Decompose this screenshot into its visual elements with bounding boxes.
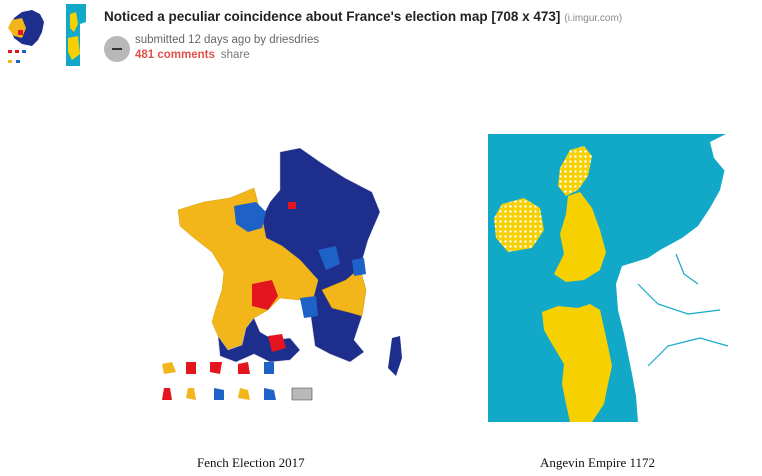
caption-right: Angevin Empire 1172 [540, 455, 656, 470]
post-title-link[interactable]: Noticed a peculiar coincidence about Fra… [104, 9, 561, 24]
share-link[interactable]: share [220, 49, 250, 61]
post-domain[interactable]: (i.imgur.com) [564, 13, 623, 24]
overseas-territories [162, 362, 313, 401]
minus-icon [112, 48, 122, 50]
angevin-france [542, 304, 612, 422]
post-title-row: Noticed a peculiar coincidence about Fra… [104, 8, 754, 28]
river [637, 283, 721, 315]
ireland [494, 198, 544, 252]
post-thumbnail[interactable] [4, 4, 94, 66]
corsica [388, 336, 402, 376]
france-election-map [162, 147, 402, 401]
post-header: Noticed a peculiar coincidence about Fra… [104, 8, 754, 62]
submitted-text: submitted 12 days ago by [135, 34, 267, 46]
avatar[interactable] [104, 36, 130, 62]
author-link[interactable]: driesdries [269, 34, 320, 46]
comments-link[interactable]: 481 comments [135, 49, 215, 61]
post-actions: 481 comments share [135, 48, 250, 63]
continent [616, 134, 738, 422]
post-meta: submitted 12 days ago by driesdries [135, 33, 319, 48]
thumbnail-angevin-map [66, 4, 86, 66]
river [647, 337, 729, 367]
scandinavia [710, 134, 738, 176]
thumbnail-france-map [4, 4, 54, 66]
river [675, 253, 699, 285]
scotland [558, 146, 592, 196]
angevin-empire-map [488, 134, 738, 422]
caption-left: Fench Election 2017 [197, 455, 305, 470]
mainland-france [177, 147, 381, 363]
england [554, 192, 606, 282]
